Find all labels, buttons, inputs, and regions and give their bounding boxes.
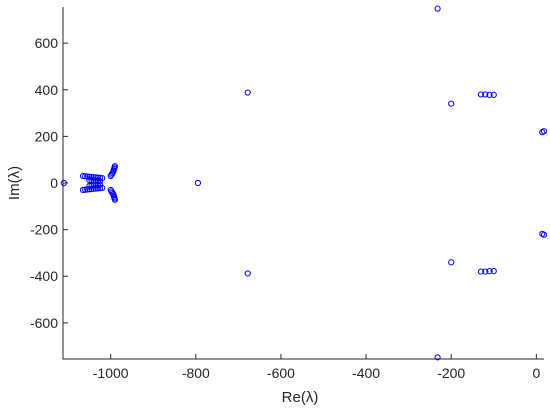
y-tick-label: -400 xyxy=(30,268,58,284)
data-point xyxy=(477,91,485,98)
data-point xyxy=(486,268,493,275)
axes xyxy=(62,7,544,360)
y-tick-label: 200 xyxy=(35,128,59,144)
data-point xyxy=(482,91,489,98)
data-point xyxy=(486,91,493,98)
y-tick-label: -600 xyxy=(30,315,58,331)
data-point xyxy=(490,91,497,98)
data-point xyxy=(540,231,548,238)
data-point xyxy=(86,182,93,189)
data-point xyxy=(482,268,489,275)
x-tick-label: -600 xyxy=(267,365,295,381)
tick-marks xyxy=(63,42,537,359)
data-point xyxy=(90,182,97,189)
data-point xyxy=(540,128,548,135)
data-point xyxy=(96,181,104,188)
data-point xyxy=(434,354,441,361)
y-axis-label: Im(λ) xyxy=(6,166,23,200)
data-point xyxy=(60,179,67,187)
tick-labels: -1000 -800 -600 -400 -200 0 -600 -400 -200 0 200 40… xyxy=(30,35,540,381)
data-point xyxy=(111,196,119,203)
data-point xyxy=(448,259,455,266)
data-point xyxy=(490,268,497,275)
data-point xyxy=(82,186,89,193)
data-point xyxy=(477,268,485,275)
x-tick-label: -200 xyxy=(437,365,465,381)
data-point xyxy=(92,181,99,189)
data-point xyxy=(94,181,102,188)
y-tick-label: -200 xyxy=(30,222,58,238)
data-point xyxy=(79,186,87,194)
x-tick-label: -1000 xyxy=(93,365,129,381)
y-tick-label: 0 xyxy=(50,175,58,191)
data-point xyxy=(82,173,89,180)
x-tick-label: 0 xyxy=(532,365,540,381)
data-point xyxy=(448,100,455,107)
data-points xyxy=(60,5,548,361)
data-point xyxy=(194,179,202,187)
data-point xyxy=(244,270,251,277)
x-axis-label: Re(λ) xyxy=(282,389,319,406)
data-point xyxy=(88,182,95,189)
plot-frame-left-bottom xyxy=(62,7,544,360)
data-point xyxy=(434,5,441,12)
x-tick-label: -400 xyxy=(352,365,380,381)
y-tick-label: 600 xyxy=(35,35,59,51)
y-tick-label: 400 xyxy=(35,82,59,98)
data-point xyxy=(111,163,119,170)
data-point xyxy=(79,172,87,180)
x-tick-label: -800 xyxy=(182,365,210,381)
data-point xyxy=(244,89,251,96)
